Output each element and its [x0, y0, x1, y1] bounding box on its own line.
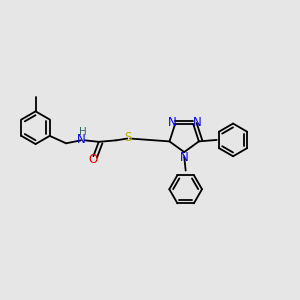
- Text: N: N: [77, 133, 86, 146]
- Text: S: S: [124, 131, 131, 144]
- Text: N: N: [168, 116, 176, 128]
- Text: N: N: [193, 116, 201, 128]
- Text: H: H: [79, 127, 86, 137]
- Text: N: N: [180, 151, 189, 164]
- Text: O: O: [88, 154, 98, 166]
